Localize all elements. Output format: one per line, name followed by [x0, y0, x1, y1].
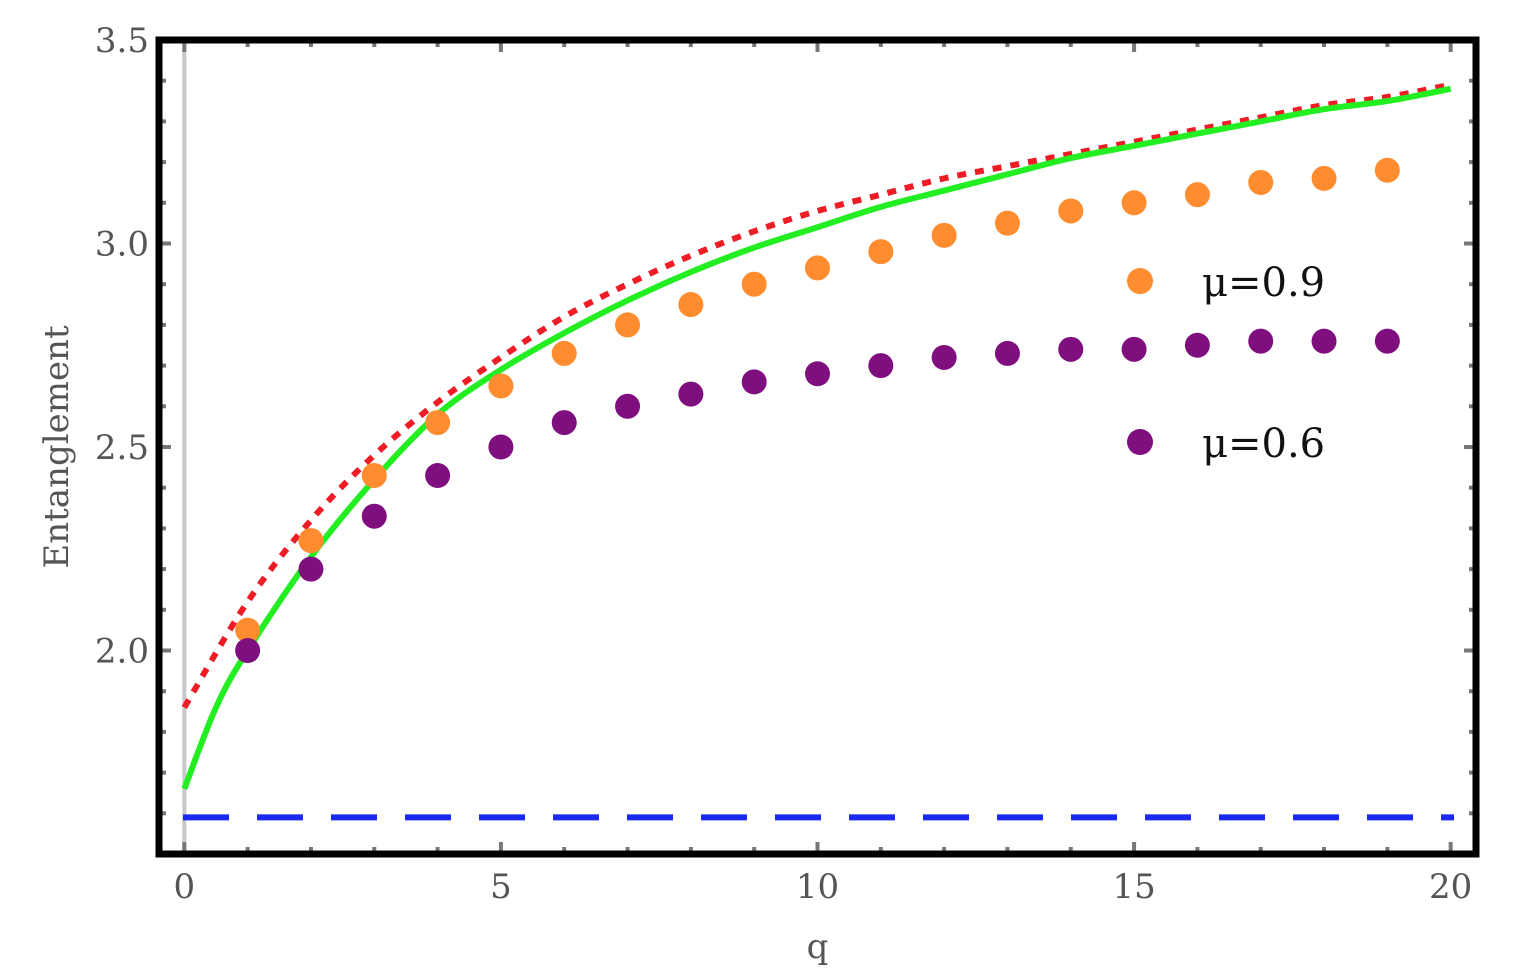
data-point-series-1	[551, 410, 577, 436]
data-point-series-1	[235, 638, 261, 663]
data-point-series-1	[361, 503, 387, 529]
data-point-series-1	[805, 361, 830, 387]
data-point-series-1	[931, 344, 957, 370]
series-points	[235, 157, 1400, 663]
data-point-series-0	[994, 210, 1020, 236]
y-axis-title: Entanglement	[37, 325, 77, 569]
tick-labels: 0 5 10 15 20 2.0 2.5 3.0 3.5	[95, 21, 1472, 907]
data-point-series-0	[1058, 198, 1084, 224]
data-point-series-1	[1184, 332, 1210, 358]
legend: μ=0.9 μ=0.6	[1127, 260, 1325, 467]
data-point-series-0	[298, 528, 324, 554]
y-tick-label: 3.0	[95, 225, 149, 265]
data-point-series-1	[994, 340, 1020, 366]
data-point-series-0	[741, 271, 767, 297]
data-point-series-1	[425, 462, 451, 488]
data-point-series-0	[1248, 169, 1274, 195]
data-point-series-1	[1058, 336, 1084, 362]
x-tick-label: 10	[796, 867, 839, 907]
series-line-solid	[181, 85, 1452, 790]
data-point-series-1	[741, 369, 767, 395]
x-tick-label: 5	[490, 867, 512, 907]
legend-label-mu-0-6: μ=0.6	[1202, 421, 1325, 467]
data-point-series-0	[1184, 182, 1210, 208]
data-point-series-1	[298, 556, 324, 582]
legend-label-mu-0-9: μ=0.9	[1202, 260, 1325, 306]
data-point-series-1	[678, 381, 704, 407]
data-point-series-1	[1248, 328, 1274, 354]
data-point-series-0	[868, 239, 894, 265]
x-tick-label: 15	[1112, 867, 1155, 907]
data-point-series-0	[615, 312, 641, 338]
data-point-series-0	[931, 222, 957, 248]
legend-marker-mu-0-6	[1127, 429, 1153, 455]
data-point-series-0	[551, 340, 577, 366]
data-point-series-1	[1374, 328, 1400, 354]
data-point-series-0	[361, 462, 387, 488]
legend-marker-mu-0-9	[1127, 268, 1153, 294]
data-point-series-0	[488, 373, 514, 399]
data-point-series-0	[235, 617, 261, 643]
data-point-series-1	[488, 434, 514, 460]
series-line-dotted	[181, 81, 1452, 710]
x-tick-label: 20	[1429, 867, 1472, 907]
data-point-series-1	[868, 353, 894, 379]
y-tick-label: 3.5	[95, 21, 149, 61]
data-point-series-0	[1311, 165, 1337, 191]
data-point-series-1	[615, 393, 641, 419]
data-point-series-0	[1374, 157, 1400, 183]
x-axis-title: q	[807, 927, 829, 967]
data-point-series-0	[678, 292, 704, 318]
series-lines	[181, 81, 1454, 821]
plot-frame	[155, 36, 1480, 858]
data-point-series-0	[1121, 190, 1147, 216]
y-tick-label: 2.0	[95, 632, 149, 672]
data-point-series-1	[1311, 328, 1337, 354]
data-point-series-1	[1121, 336, 1147, 362]
data-point-series-0	[425, 410, 451, 436]
x-tick-label: 0	[174, 867, 196, 907]
data-point-series-0	[805, 255, 830, 281]
y-tick-label: 2.5	[95, 428, 149, 468]
